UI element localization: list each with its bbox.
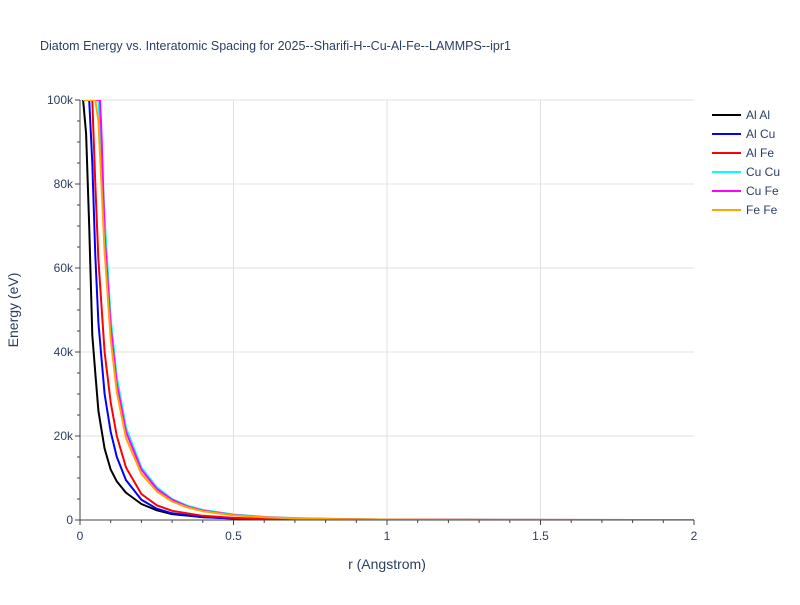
legend-item-fe-fe[interactable]: Fe Fe bbox=[712, 203, 778, 217]
legend-label: Al Al bbox=[746, 108, 770, 122]
y-tick-label: 100k bbox=[47, 93, 74, 107]
legend-label: Al Fe bbox=[746, 146, 774, 160]
legend-item-al-cu[interactable]: Al Cu bbox=[712, 127, 775, 141]
chart-title: Diatom Energy vs. Interatomic Spacing fo… bbox=[40, 39, 511, 53]
legend-label: Fe Fe bbox=[746, 203, 778, 217]
y-tick-label: 80k bbox=[54, 177, 74, 191]
y-tick-label: 40k bbox=[54, 345, 74, 359]
legend-label: Cu Cu bbox=[746, 165, 780, 179]
axes: 0 20k 40k 60k 80k 100k 0 0.5 1 1.5 2 bbox=[47, 93, 698, 543]
legend-item-al-al[interactable]: Al Al bbox=[712, 108, 770, 122]
x-tick-label: 0 bbox=[77, 529, 84, 543]
legend-label: Cu Fe bbox=[746, 184, 779, 198]
legend-label: Al Cu bbox=[746, 127, 775, 141]
y-tick-label: 60k bbox=[54, 261, 74, 275]
y-axis-title: Energy (eV) bbox=[5, 273, 21, 348]
legend[interactable]: Al Al Al Cu Al Fe Cu Cu Cu Fe Fe Fe bbox=[712, 108, 780, 217]
x-axis-title: r (Angstrom) bbox=[348, 556, 426, 572]
x-tick-label: 0.5 bbox=[225, 529, 242, 543]
legend-item-cu-cu[interactable]: Cu Cu bbox=[712, 165, 780, 179]
x-tick-label: 2 bbox=[691, 529, 698, 543]
x-tick-label: 1.5 bbox=[532, 529, 549, 543]
y-tick-label: 20k bbox=[54, 429, 74, 443]
legend-item-cu-fe[interactable]: Cu Fe bbox=[712, 184, 779, 198]
x-tick-label: 1 bbox=[384, 529, 391, 543]
series-line-fe-fe bbox=[83, 100, 694, 520]
grid bbox=[80, 99, 694, 520]
legend-item-al-fe[interactable]: Al Fe bbox=[712, 146, 774, 160]
y-tick-label: 0 bbox=[66, 513, 73, 527]
